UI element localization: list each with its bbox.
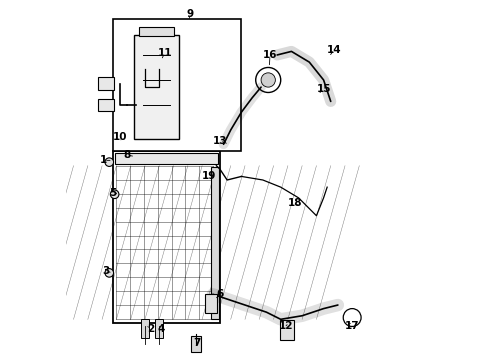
Text: 6: 6	[217, 289, 223, 299]
Text: 19: 19	[202, 171, 217, 181]
Text: 9: 9	[186, 9, 193, 19]
Circle shape	[110, 190, 119, 199]
Circle shape	[261, 73, 275, 87]
FancyBboxPatch shape	[211, 167, 219, 319]
FancyBboxPatch shape	[98, 77, 114, 90]
FancyBboxPatch shape	[141, 319, 149, 338]
FancyBboxPatch shape	[191, 337, 201, 352]
Text: 11: 11	[157, 48, 172, 58]
Text: 14: 14	[327, 45, 342, 55]
Text: 4: 4	[157, 324, 165, 334]
FancyBboxPatch shape	[115, 153, 218, 164]
Circle shape	[105, 269, 114, 277]
Text: 18: 18	[288, 198, 302, 208]
Text: 1: 1	[100, 156, 107, 165]
FancyBboxPatch shape	[205, 294, 217, 313]
Text: 3: 3	[102, 266, 109, 276]
Text: 13: 13	[213, 136, 227, 146]
Text: 16: 16	[263, 50, 277, 60]
FancyBboxPatch shape	[98, 99, 114, 111]
FancyBboxPatch shape	[113, 152, 220, 323]
Text: 8: 8	[123, 150, 131, 160]
Text: 17: 17	[345, 321, 360, 331]
Text: 5: 5	[109, 188, 117, 198]
Circle shape	[105, 158, 114, 166]
Text: 12: 12	[279, 321, 294, 331]
Text: 2: 2	[147, 324, 154, 334]
Bar	[113, 19, 242, 152]
FancyBboxPatch shape	[155, 319, 163, 338]
FancyBboxPatch shape	[280, 320, 294, 340]
Text: 15: 15	[317, 84, 331, 94]
FancyBboxPatch shape	[134, 35, 179, 139]
Text: 7: 7	[193, 338, 200, 347]
Text: 10: 10	[113, 132, 127, 142]
FancyBboxPatch shape	[139, 27, 174, 36]
